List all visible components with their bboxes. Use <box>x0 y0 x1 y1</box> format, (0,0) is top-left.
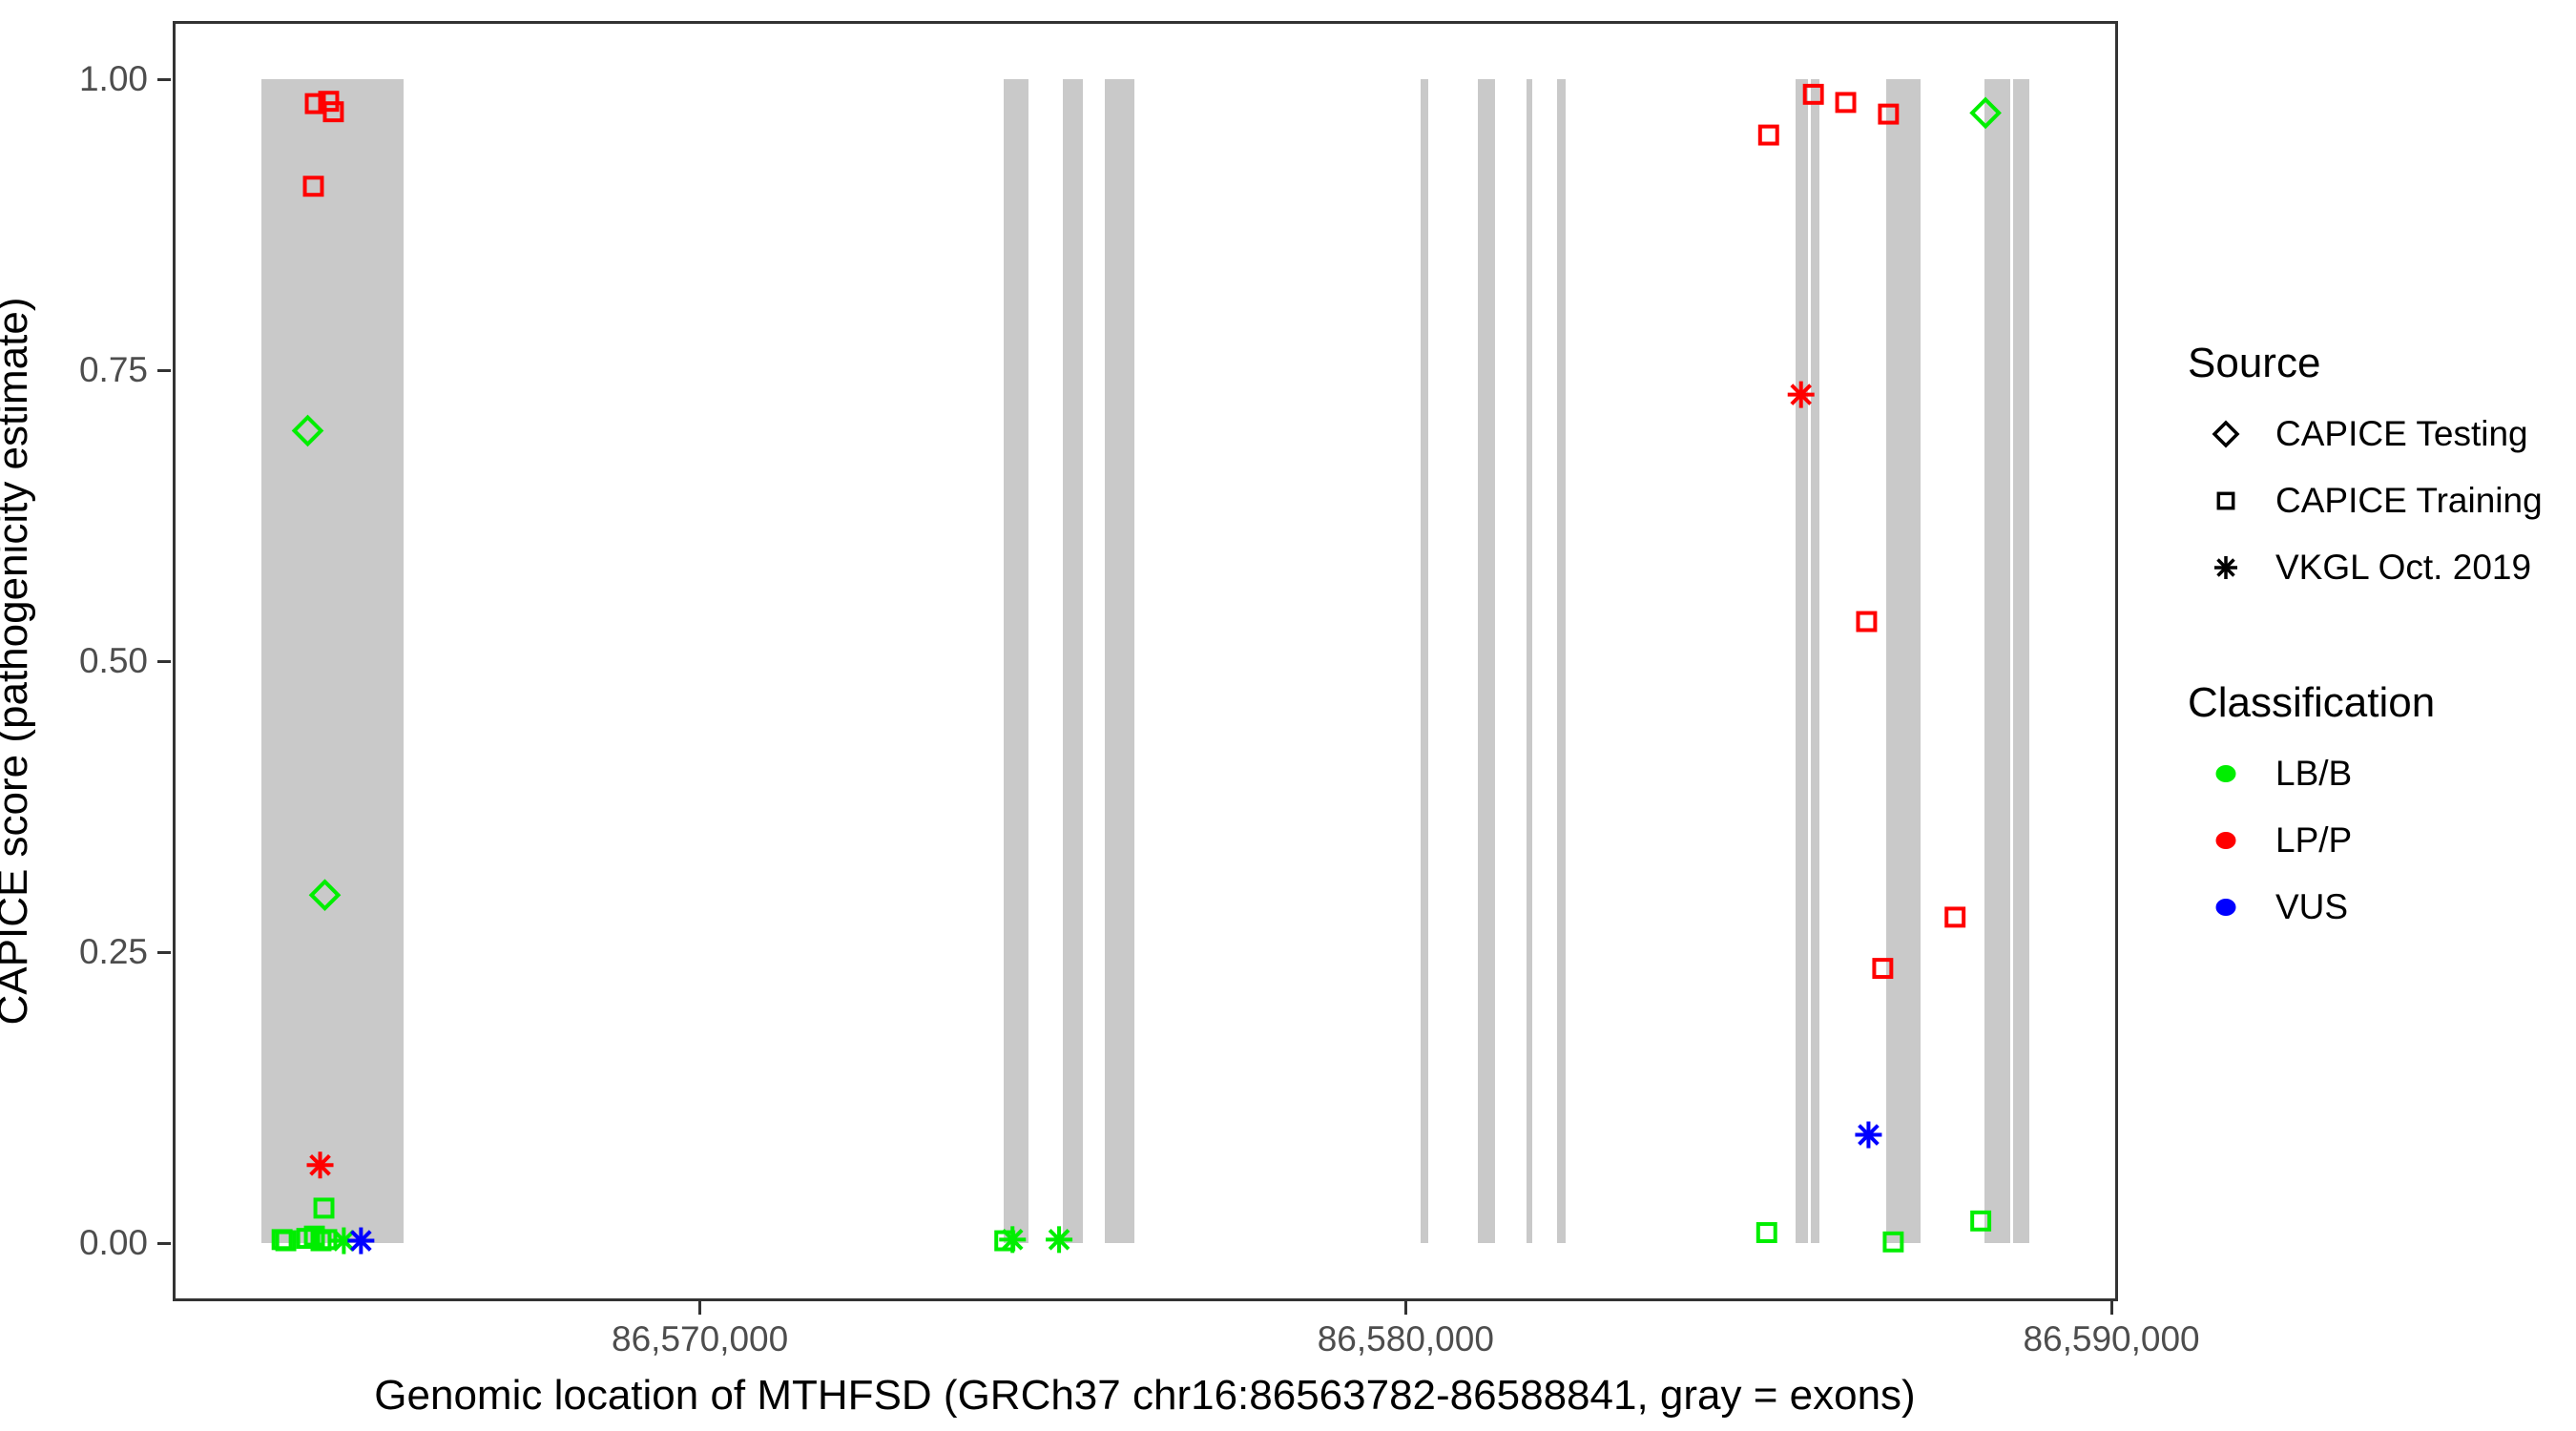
y-tick-mark <box>157 950 171 954</box>
x-axis-title: Genomic location of MTHFSD (GRCh37 chr16… <box>374 1372 1916 1419</box>
legend-key-icon <box>2214 556 2237 579</box>
y-tick-label: 0.00 <box>78 1223 148 1262</box>
y-axis-title: CAPICE score (pathogenicity estimate) <box>0 297 36 1026</box>
legend-source-items: CAPICE Testing CAPICE Training VKGL Oct. 2… <box>2188 401 2543 601</box>
data-point <box>1046 1226 1073 1254</box>
legend-key-icon <box>2212 420 2240 448</box>
data-point <box>302 176 324 197</box>
legend-item-label: LB/B <box>2275 754 2353 793</box>
legend-item: VKGL Oct. 2019 <box>2188 534 2543 601</box>
y-tick-mark <box>157 368 171 372</box>
data-point <box>1882 1231 1904 1253</box>
exon-band <box>1810 79 1819 1243</box>
legend-classification-items: LB/B LP/P VUS <box>2188 740 2435 941</box>
y-tick-mark <box>157 1241 171 1245</box>
data-point <box>1969 96 2002 130</box>
legend-item-label: VUS <box>2275 887 2349 926</box>
exon-band <box>1477 79 1495 1243</box>
y-tick-label: 0.50 <box>78 641 148 680</box>
legend-item: CAPICE Training <box>2188 467 2543 534</box>
legend-item: CAPICE Testing <box>2188 401 2543 467</box>
x-tick-mark <box>698 1301 702 1315</box>
data-point <box>1872 958 1894 980</box>
exon-band <box>1420 79 1428 1243</box>
legend-item: LP/P <box>2188 807 2435 874</box>
data-point <box>1787 381 1815 408</box>
y-tick-label: 0.75 <box>78 350 148 389</box>
exon-band <box>1062 79 1084 1243</box>
y-tick-label: 0.25 <box>78 932 148 971</box>
data-point <box>1855 1121 1882 1149</box>
legend-source: Source CAPICE Testing CAPICE Training VKGL… <box>2188 340 2543 601</box>
x-tick-label: 86,590,000 <box>2023 1319 2200 1358</box>
legend-item-label: LP/P <box>2275 820 2353 860</box>
data-point <box>330 1227 358 1255</box>
legend-source-title: Source <box>2188 340 2321 386</box>
legend-key-icon <box>2216 491 2235 510</box>
data-point <box>1802 83 1824 105</box>
data-point <box>1944 906 1966 928</box>
data-point <box>318 91 340 113</box>
exon-band <box>1886 79 1922 1243</box>
data-point <box>999 1226 1027 1254</box>
legend-key-icon <box>2215 832 2236 849</box>
exon-band <box>1557 79 1567 1243</box>
data-point <box>2214 556 2237 579</box>
legend-item: LB/B <box>2188 740 2435 807</box>
data-point <box>1970 1210 1992 1232</box>
legend-item-label: CAPICE Training <box>2275 481 2543 520</box>
legend-classification: Classification LB/B LP/P VUS <box>2188 679 2435 941</box>
data-point <box>291 414 324 447</box>
data-point <box>322 101 344 123</box>
y-tick-label: 1.00 <box>78 59 148 98</box>
legend-key-icon <box>2215 899 2236 916</box>
exon-band <box>1105 79 1135 1243</box>
y-tick-mark <box>157 659 171 663</box>
data-point <box>1755 1222 1777 1243</box>
y-tick-mark <box>157 77 171 81</box>
data-point <box>1835 92 1857 114</box>
x-tick-mark <box>1403 1301 1407 1315</box>
data-point <box>275 1230 297 1252</box>
exon-band <box>1796 79 1808 1243</box>
x-tick-label: 86,570,000 <box>612 1319 789 1358</box>
exon-band <box>1004 79 1028 1243</box>
data-point <box>303 1225 325 1247</box>
data-point <box>306 1151 334 1179</box>
data-point <box>2216 491 2235 510</box>
data-point <box>308 879 342 912</box>
data-point <box>1878 103 1900 125</box>
data-point <box>1856 611 1878 633</box>
data-point <box>1757 124 1779 146</box>
legend-key-icon <box>2215 765 2236 782</box>
x-tick-label: 86,580,000 <box>1317 1319 1494 1358</box>
legend-item: VUS <box>2188 874 2435 941</box>
exon-band <box>2013 79 2030 1243</box>
data-point <box>313 1197 335 1219</box>
data-point <box>347 1227 375 1255</box>
exon-band <box>1984 79 2011 1243</box>
plot-panel <box>173 21 2118 1301</box>
legend-item-label: CAPICE Testing <box>2275 414 2528 453</box>
x-tick-mark <box>2109 1301 2113 1315</box>
exon-band <box>1526 79 1533 1243</box>
data-point <box>2212 420 2240 448</box>
exon-band <box>260 79 405 1243</box>
legend-item-label: VKGL Oct. 2019 <box>2275 548 2532 587</box>
legend-classification-title: Classification <box>2188 679 2436 726</box>
